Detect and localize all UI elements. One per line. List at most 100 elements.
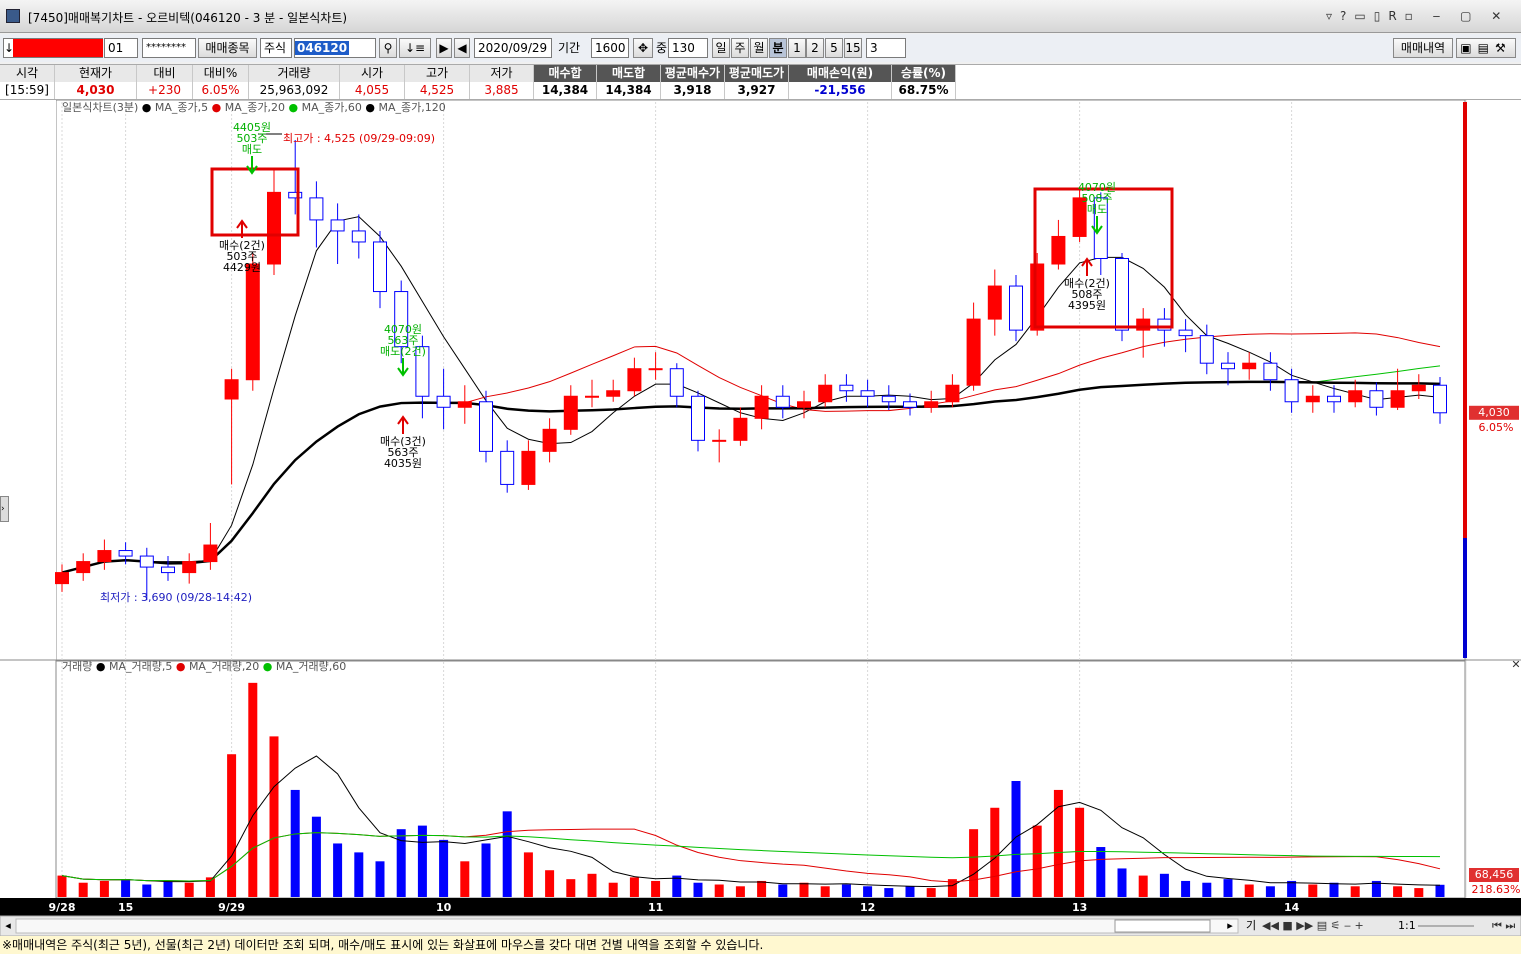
summary-header: 승률(%) bbox=[892, 65, 956, 82]
window-controls[interactable]: ▿?▭▯R▫ ‒ ▢ ✕ bbox=[1326, 9, 1510, 23]
candle-body bbox=[245, 263, 260, 381]
password-field[interactable]: ******** bbox=[142, 38, 196, 58]
buy-arrow bbox=[397, 415, 409, 434]
unit-button[interactable]: 월 bbox=[750, 38, 768, 58]
legend-entry: MA_종가,20 bbox=[225, 101, 285, 114]
sell-annotation: 508주 bbox=[1081, 192, 1112, 205]
unit-button[interactable]: 2 bbox=[806, 38, 824, 58]
candle-body bbox=[1115, 257, 1129, 331]
candle-body bbox=[754, 395, 769, 419]
candle-body bbox=[924, 401, 939, 408]
symbol-button[interactable]: 매매종목 bbox=[198, 38, 257, 58]
summary-table: 시각 [15:59] 현재가 4,030 대비 +230 대비% 6.05% 거래량 25,963… bbox=[0, 64, 1521, 100]
volume-bar bbox=[142, 884, 152, 897]
unit-button[interactable]: 5 bbox=[825, 38, 843, 58]
candle-body bbox=[1051, 235, 1066, 265]
x-tick-label: 9/28 bbox=[49, 901, 76, 914]
sell-annotation: 4070원 bbox=[384, 323, 422, 336]
volume-bar bbox=[163, 880, 173, 897]
unit-button[interactable]: 일 bbox=[712, 38, 730, 58]
legend-marker: ● bbox=[138, 101, 155, 114]
account-field[interactable]: ↓ bbox=[3, 38, 103, 58]
volume-bar bbox=[990, 807, 1000, 897]
legend-marker: ● bbox=[172, 660, 189, 673]
candle-body bbox=[945, 384, 960, 403]
ma-line bbox=[61, 380, 1441, 574]
candle-body bbox=[118, 550, 133, 557]
change-label: 6.05% bbox=[1479, 421, 1514, 434]
close-icon: ✕ bbox=[1511, 658, 1520, 671]
candle-body bbox=[1348, 390, 1363, 403]
high-label: 최고가 : 4,525 (09/29-09:09) bbox=[283, 132, 435, 145]
adjust-button[interactable]: ✥ bbox=[633, 38, 653, 58]
unit-button[interactable]: 주 bbox=[731, 38, 749, 58]
volume-bar bbox=[1371, 880, 1381, 897]
sell-arrow bbox=[246, 156, 258, 175]
scale-bar-down bbox=[1463, 538, 1467, 658]
summary-value: 14,384 bbox=[597, 82, 661, 99]
account-suffix[interactable]: 01 bbox=[104, 38, 138, 58]
candle-body bbox=[55, 572, 69, 585]
unit-button[interactable]: 15 bbox=[844, 38, 862, 58]
candle-body bbox=[1221, 362, 1235, 370]
candle-body bbox=[669, 368, 684, 397]
unit-button[interactable]: 분 bbox=[769, 38, 787, 58]
volume-bar bbox=[820, 886, 830, 897]
candle-body bbox=[457, 401, 472, 408]
candle-body bbox=[1136, 318, 1151, 331]
summary-header: 대비% bbox=[193, 65, 249, 82]
x-tick-label: 12 bbox=[860, 901, 875, 914]
volume-bar bbox=[841, 884, 851, 897]
tool-buttons[interactable]: ▣▤⚒ bbox=[1456, 38, 1516, 58]
candle-body bbox=[1390, 390, 1405, 408]
legend-entry: MA_거래량,60 bbox=[276, 660, 346, 673]
volume-bar bbox=[1435, 884, 1445, 897]
summary-value: 4,525 bbox=[405, 82, 470, 99]
summary-value: 14,384 bbox=[534, 82, 597, 99]
period-field[interactable]: 1600 bbox=[591, 38, 629, 58]
candle-body bbox=[521, 450, 536, 485]
candle-body bbox=[1178, 329, 1193, 337]
volume-bar bbox=[778, 884, 788, 897]
volume-bar bbox=[1138, 875, 1148, 897]
last-price-box bbox=[1469, 405, 1519, 420]
volume-bar bbox=[1075, 807, 1085, 897]
side-toggle[interactable]: › bbox=[0, 496, 9, 522]
summary-value: 3,927 bbox=[725, 82, 789, 99]
market-field[interactable]: 주식 bbox=[260, 38, 292, 58]
volume-bar bbox=[1329, 882, 1339, 897]
x-tick-label: 14 bbox=[1284, 901, 1300, 914]
date-field[interactable]: 2020/09/29 bbox=[474, 38, 552, 58]
unit-button[interactable]: 1 bbox=[788, 38, 806, 58]
scale-bar-up bbox=[1463, 102, 1467, 538]
volume-bar bbox=[205, 877, 215, 897]
volume-bar bbox=[672, 875, 682, 897]
volume-bar bbox=[884, 888, 894, 897]
sell-arrow bbox=[397, 358, 409, 377]
code-field[interactable]: 046120 bbox=[294, 38, 376, 58]
candle-body bbox=[394, 291, 409, 348]
volume-bar bbox=[1096, 847, 1106, 897]
candle-body bbox=[606, 390, 621, 397]
candle-body bbox=[224, 379, 239, 400]
prev-button[interactable]: ◀ bbox=[454, 38, 470, 58]
list-button[interactable]: ↓≡ bbox=[399, 38, 431, 58]
summary-value: [15:59] bbox=[0, 82, 55, 99]
x-tick-label: 13 bbox=[1072, 901, 1087, 914]
candle-body bbox=[479, 401, 493, 452]
next-button[interactable]: ▶ bbox=[436, 38, 452, 58]
candle-body bbox=[415, 346, 430, 397]
candle-body bbox=[1327, 395, 1341, 403]
candle-body bbox=[797, 401, 811, 408]
interval-field[interactable]: 3 bbox=[866, 38, 906, 58]
search-button[interactable]: ⚲ bbox=[379, 38, 397, 58]
app-icon bbox=[6, 9, 20, 23]
count-field[interactable]: 130 bbox=[668, 38, 708, 58]
ma-line bbox=[61, 832, 1441, 882]
history-button[interactable]: 매매내역 bbox=[1393, 38, 1453, 58]
candle-body bbox=[330, 219, 345, 232]
x-tick-label: 15 bbox=[118, 901, 133, 914]
volume-bar bbox=[396, 829, 406, 897]
window-title: [7450]매매복기차트 - 오르비텍(046120 - 3 분 - 일본식차트… bbox=[28, 11, 348, 25]
volume-bar bbox=[905, 886, 915, 897]
